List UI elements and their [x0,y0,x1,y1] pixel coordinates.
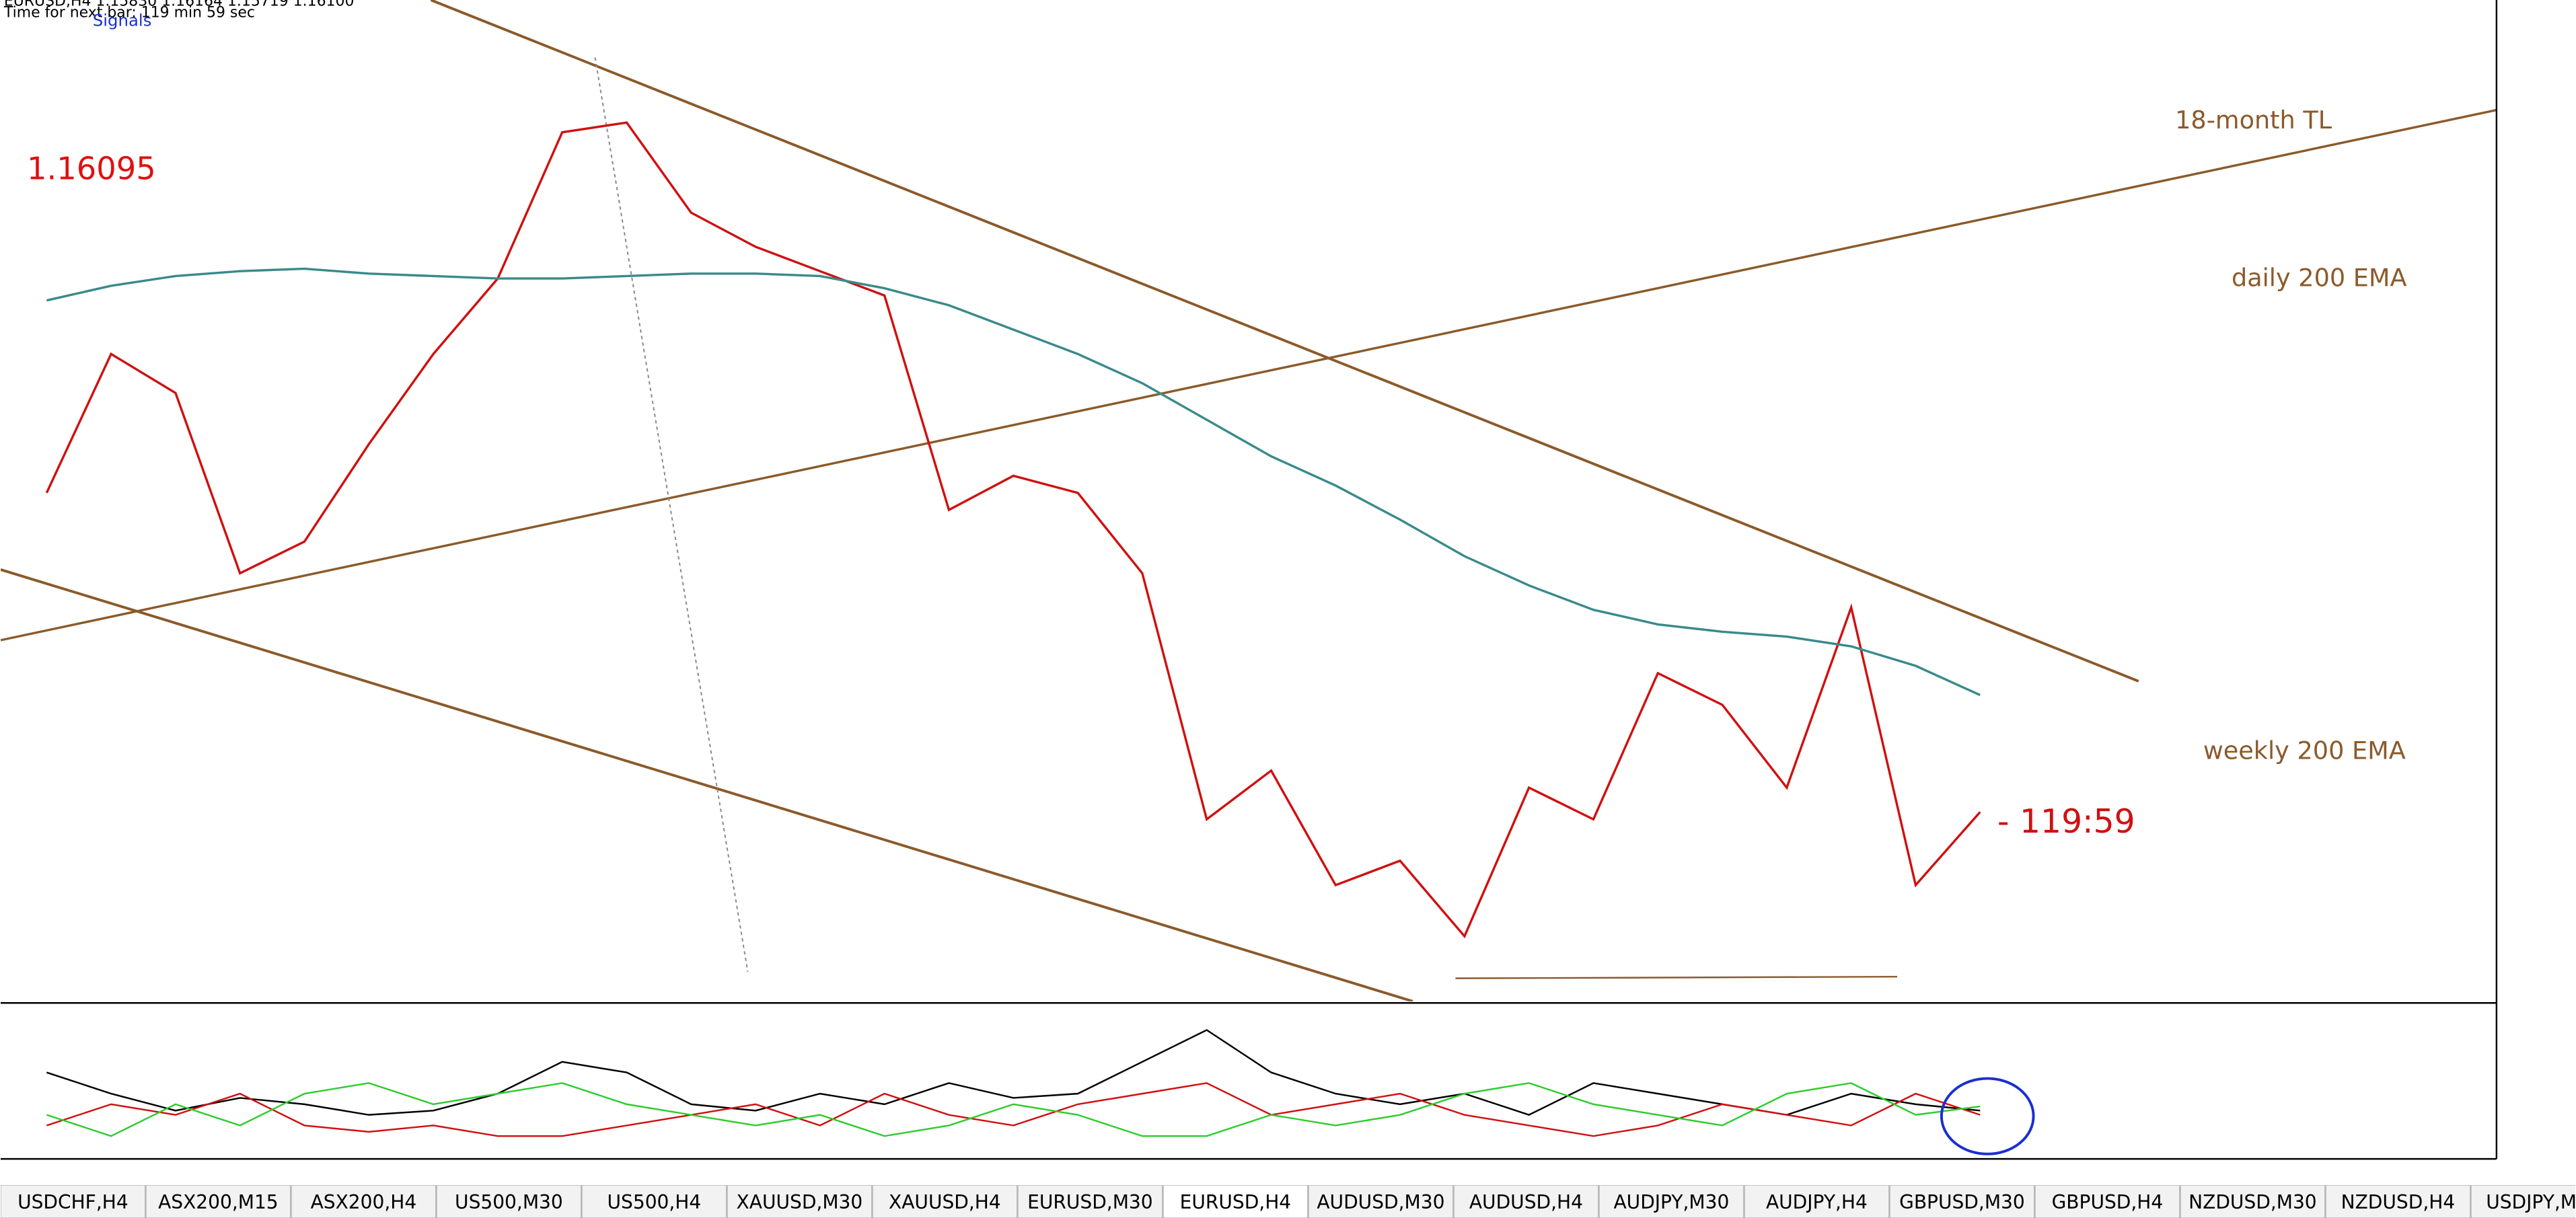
symbol-line: EURUSD,H4 1.15830 1.16164 1.15719 1.1610… [4,0,355,9]
tab[interactable]: AUDUSD,H4 [1453,1185,1599,1218]
tab-bg[interactable] [1163,1185,1309,1218]
tab-bg[interactable] [436,1185,582,1218]
tab-bg[interactable] [2470,1185,2576,1218]
series-line [46,1029,1981,1116]
tab-label[interactable]: AUDUSD,M30 [1317,1191,1444,1213]
tab-label[interactable]: XAUUSD,M30 [737,1191,863,1213]
tab-label[interactable]: AUDJPY,M30 [1613,1191,1729,1213]
tab[interactable]: ASX200,H4 [291,1185,437,1218]
tab[interactable]: US500,M30 [436,1185,582,1218]
tab-bg[interactable] [1744,1185,1890,1218]
trend-line [430,0,2139,683]
annotation: weekly 200 EMA [2203,736,2406,765]
series-line [46,1082,1981,1137]
tab-label[interactable]: USDCHF,H4 [17,1191,128,1213]
signals-title: Signals [93,11,152,30]
tab-bar: USDCHF,H4 ASX200,M15 ASX200,H4 US500,M30 US5… [0,1185,2576,1218]
adx-plot [46,1029,1981,1137]
tab-label[interactable]: NZDUSD,M30 [2188,1191,2317,1213]
tab-bg[interactable] [727,1185,873,1218]
tab[interactable]: NZDUSD,H4 [2325,1185,2471,1218]
tab-label[interactable]: AUDUSD,H4 [1469,1191,1583,1213]
tab-label[interactable]: GBPUSD,M30 [1899,1191,2025,1213]
tab-bg[interactable] [1308,1185,1454,1218]
tab-label[interactable]: US500,H4 [608,1191,702,1213]
tab[interactable]: ASX200,M15 [145,1185,291,1218]
tab[interactable]: GBPUSD,H4 [2034,1185,2180,1218]
tab-label[interactable]: US500,M30 [455,1191,563,1213]
highlight-circle [1940,1077,2035,1155]
info-panel: EURUSD,H4 1.15830 1.16164 1.15719 1.1610… [3,0,355,186]
tab[interactable]: NZDUSD,M30 [2180,1185,2326,1218]
tab-bg[interactable] [2180,1185,2326,1218]
bar-countdown: - 119:59 [1997,802,2135,841]
tab-bg[interactable] [1017,1185,1163,1218]
drawings [0,0,2497,1001]
tab[interactable]: XAUUSD,M30 [727,1185,873,1218]
series-line [45,121,1981,939]
tab-label[interactable]: ASX200,M15 [158,1191,279,1213]
price-plot [45,121,1981,939]
tab[interactable]: EURUSD,H4 [1163,1185,1309,1218]
annotation: 18-month TL [2175,106,2332,135]
tab[interactable]: USDJPY,M30 [2470,1185,2576,1218]
tab-label[interactable]: EURUSD,M30 [1027,1191,1152,1213]
series-line [46,267,1981,697]
tab-label[interactable]: GBPUSD,H4 [2052,1191,2164,1213]
tab-bg[interactable] [2325,1185,2471,1218]
tab-label[interactable]: ASX200,H4 [311,1191,417,1213]
tab-bg[interactable] [581,1185,727,1218]
tab-bg[interactable] [0,1185,146,1218]
tab[interactable]: AUDUSD,M30 [1308,1185,1454,1218]
tab-label[interactable]: USDJPY,M30 [2486,1191,2576,1213]
tab[interactable]: AUDJPY,H4 [1744,1185,1890,1218]
annotations: 18-month TL daily 200 EMA weekly 200 EMA… [1997,106,2407,841]
support-line [1455,975,1898,979]
tab-bg[interactable] [2034,1185,2180,1218]
tab-bg[interactable] [1453,1185,1599,1218]
tab-bg[interactable] [1598,1185,1744,1218]
tab-bg[interactable] [145,1185,291,1218]
tab-bg[interactable] [1889,1185,2035,1218]
timer: Time for next bar: 119 min 59 sec [3,5,255,22]
series-line [46,1082,1981,1137]
tab[interactable]: XAUUSD,H4 [872,1185,1018,1218]
annotation: daily 200 EMA [2232,263,2407,292]
tab-bg[interactable] [872,1185,1018,1218]
tab-label[interactable]: NZDUSD,H4 [2341,1191,2456,1213]
trend-line [0,568,1413,1001]
tab[interactable]: US500,H4 [581,1185,727,1218]
tab[interactable]: GBPUSD,M30 [1889,1185,2035,1218]
tab-bg[interactable] [291,1185,437,1218]
trend-line [0,108,2497,642]
tab-label[interactable]: EURUSD,H4 [1180,1191,1292,1213]
tab[interactable]: AUDJPY,M30 [1598,1185,1744,1218]
tab-label[interactable]: AUDJPY,H4 [1766,1191,1868,1213]
tab[interactable]: EURUSD,M30 [1017,1185,1163,1218]
current-price: 1.16095 [27,150,156,186]
tab-label[interactable]: XAUUSD,H4 [889,1191,1001,1213]
tab[interactable]: USDCHF,H4 [0,1185,146,1218]
